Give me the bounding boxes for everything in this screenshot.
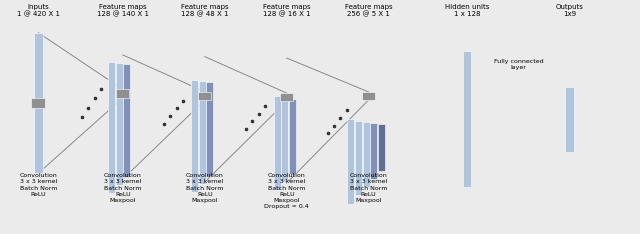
Bar (274, 96, 281, 190)
Bar (35, 33, 42, 173)
Text: Feature maps
128 @ 140 X 1: Feature maps 128 @ 140 X 1 (97, 4, 149, 18)
Text: Feature maps
128 @ 48 X 1: Feature maps 128 @ 48 X 1 (181, 4, 228, 18)
Bar (108, 62, 115, 193)
Text: Inputs
1 @ 420 X 1: Inputs 1 @ 420 X 1 (17, 4, 60, 18)
Bar (355, 121, 362, 195)
Bar (566, 87, 574, 152)
Text: Convolution
3 x 3 kernel
Batch Norm
ReLU
Maxpool: Convolution 3 x 3 kernel Batch Norm ReLU… (350, 173, 387, 203)
Text: Convolution
3 x 3 kernel
Batch Norm
ReLU: Convolution 3 x 3 kernel Batch Norm ReLU (20, 173, 57, 197)
Text: Convolution
3 x 3 kernel
Batch Norm
ReLU
Maxpool
Dropout = 0.4: Convolution 3 x 3 kernel Batch Norm ReLU… (264, 173, 309, 209)
Bar (191, 80, 198, 192)
Bar (378, 124, 385, 171)
Text: Convolution
3 x 3 kernel
Batch Norm
ReLU
Maxpool: Convolution 3 x 3 kernel Batch Norm ReLU… (104, 173, 141, 203)
Bar (206, 82, 214, 176)
Text: Feature maps
256 @ 5 X 1: Feature maps 256 @ 5 X 1 (345, 4, 392, 18)
Bar (198, 81, 206, 184)
Bar (289, 99, 296, 174)
Bar (370, 123, 378, 179)
Bar (362, 92, 375, 100)
Bar (282, 98, 288, 182)
Bar (362, 122, 370, 187)
Text: Hidden units
1 x 128: Hidden units 1 x 128 (445, 4, 490, 17)
Text: Convolution
3 x 3 kernel
Batch Norm
ReLU
Maxpool: Convolution 3 x 3 kernel Batch Norm ReLU… (186, 173, 223, 203)
Bar (347, 119, 355, 204)
Bar (198, 92, 211, 100)
Text: Outputs
1x9: Outputs 1x9 (556, 4, 584, 17)
Bar (31, 98, 45, 108)
Text: Feature maps
128 @ 16 X 1: Feature maps 128 @ 16 X 1 (263, 4, 310, 18)
Bar (280, 93, 293, 101)
Bar (123, 64, 131, 177)
Bar (115, 63, 123, 185)
Text: Fully connected
layer: Fully connected layer (493, 58, 543, 70)
Bar (116, 89, 129, 98)
Bar (463, 51, 471, 187)
